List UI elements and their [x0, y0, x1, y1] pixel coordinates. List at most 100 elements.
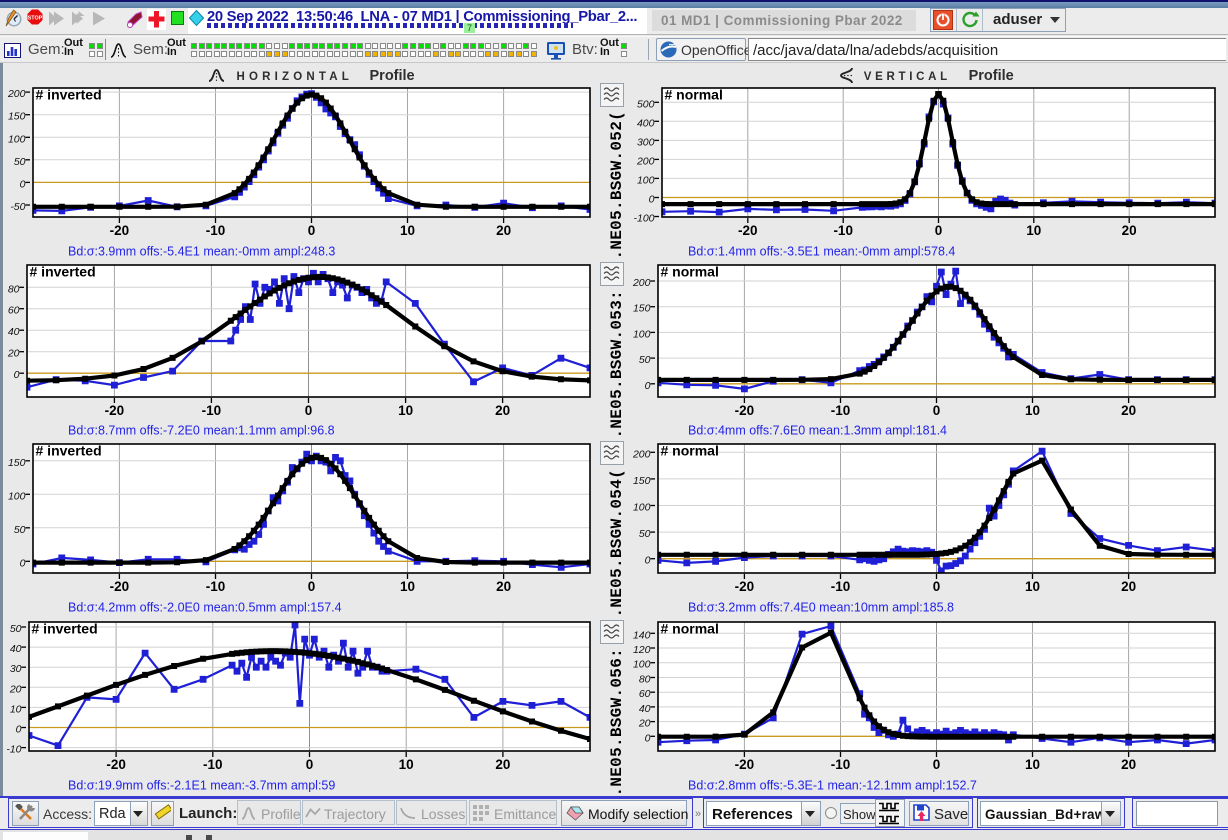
svg-text:10: 10	[400, 579, 415, 594]
svg-text:Bd:σ:4.2mm offs:-2.0E0 mean:0.: Bd:σ:4.2mm offs:-2.0E0 mean:0.5mm ampl:1…	[68, 601, 342, 615]
svg-text:HORIZONTAL: HORIZONTAL	[237, 71, 354, 83]
svg-text:100: 100	[8, 490, 26, 502]
svg-text:400: 400	[637, 117, 655, 129]
svg-text:Bd:σ:4mm offs:7.6E0 mean:1.3mm: Bd:σ:4mm offs:7.6E0 mean:1.3mm ampl:181.…	[688, 424, 947, 438]
svg-text:50: 50	[14, 156, 26, 168]
svg-text:Bd:σ:3.9mm offs:-5.4E1 mean:-0: Bd:σ:3.9mm offs:-5.4E1 mean:-0mm ampl:24…	[68, 245, 335, 259]
svg-text:20: 20	[9, 683, 22, 695]
svg-text:80: 80	[8, 283, 20, 295]
svg-text:-10: -10	[206, 223, 226, 238]
svg-text:0: 0	[14, 369, 20, 381]
svg-text:# inverted: # inverted	[32, 621, 98, 637]
svg-text:# normal: # normal	[665, 87, 723, 103]
svg-text:60: 60	[8, 305, 20, 317]
svg-text:150: 150	[8, 457, 26, 469]
svg-text:-100: -100	[633, 213, 654, 225]
svg-text:0: 0	[20, 557, 26, 569]
svg-text:20: 20	[1122, 223, 1137, 238]
svg-text:50: 50	[10, 623, 22, 635]
svg-text:-10: -10	[202, 403, 222, 418]
svg-text:0: 0	[935, 223, 943, 238]
svg-text:60: 60	[639, 688, 651, 700]
svg-text:0: 0	[308, 579, 316, 594]
svg-text:-10: -10	[203, 757, 223, 772]
svg-text:200: 200	[632, 448, 651, 460]
svg-text:Bd:σ:3.2mm offs:7.4E0 mean:10m: Bd:σ:3.2mm offs:7.4E0 mean:10mm ampl:185…	[688, 601, 954, 615]
svg-text:-10: -10	[206, 579, 226, 594]
svg-text:20: 20	[1121, 579, 1136, 594]
svg-text:-20: -20	[110, 579, 130, 594]
svg-text:0: 0	[306, 757, 314, 772]
svg-text:# inverted: # inverted	[30, 264, 96, 280]
svg-text:20: 20	[7, 348, 20, 360]
svg-text:10: 10	[1025, 579, 1040, 594]
svg-text:0: 0	[20, 178, 26, 190]
svg-text:-20: -20	[735, 757, 755, 772]
svg-text:40: 40	[8, 326, 20, 338]
svg-text:Bd:σ:2.8mm offs:-5.3E-1 mean:-: Bd:σ:2.8mm offs:-5.3E-1 mean:-12.1mm amp…	[688, 779, 977, 793]
svg-text:Profile: Profile	[969, 68, 1014, 84]
svg-text:0: 0	[933, 757, 941, 772]
svg-text:Bd:σ:1.4mm offs:-3.5E1 mean:-0: Bd:σ:1.4mm offs:-3.5E1 mean:-0mm ampl:57…	[688, 245, 955, 259]
svg-text:10: 10	[10, 703, 22, 715]
svg-text:# normal: # normal	[661, 443, 719, 459]
svg-text:.NE05.BSGW.056:: .NE05.BSGW.056:	[608, 648, 626, 795]
svg-text:120: 120	[633, 644, 651, 656]
svg-text:40: 40	[10, 643, 22, 655]
svg-text:0: 0	[933, 403, 941, 418]
svg-text:20: 20	[1121, 757, 1136, 772]
svg-text:-20: -20	[735, 579, 755, 594]
svg-text:# inverted: # inverted	[36, 87, 102, 103]
svg-text:STOP: STOP	[28, 15, 43, 21]
svg-text:20: 20	[495, 757, 510, 772]
svg-text:100: 100	[633, 328, 651, 340]
svg-text:Bd:σ:8.7mm offs:-7.2E0 mean:1.: Bd:σ:8.7mm offs:-7.2E0 mean:1.1mm ampl:9…	[68, 424, 335, 438]
svg-text:20: 20	[496, 579, 511, 594]
svg-text:10: 10	[398, 403, 413, 418]
svg-text:10: 10	[1025, 757, 1040, 772]
svg-text:-10: -10	[831, 403, 851, 418]
svg-text:VERTICAL: VERTICAL	[864, 71, 951, 83]
svg-text:20: 20	[1121, 403, 1136, 418]
svg-text:100: 100	[637, 174, 655, 186]
svg-text:.NE05.BSGW.053:: .NE05.BSGW.053:	[608, 290, 626, 439]
svg-text:# normal: # normal	[661, 621, 719, 637]
svg-text:30: 30	[10, 663, 22, 675]
svg-text:-20: -20	[738, 223, 758, 238]
svg-text:10: 10	[1025, 403, 1040, 418]
svg-text:-20: -20	[105, 403, 125, 418]
svg-text:-50: -50	[10, 201, 25, 213]
svg-text:Bd:σ:19.9mm offs:-2.1E1 mean:-: Bd:σ:19.9mm offs:-2.1E1 mean:-3.7mm ampl…	[68, 779, 335, 793]
svg-text:100: 100	[8, 133, 26, 145]
svg-text:Profile: Profile	[370, 68, 415, 84]
svg-text:40: 40	[639, 703, 651, 715]
svg-text:20: 20	[638, 718, 651, 730]
svg-text:50: 50	[639, 354, 651, 366]
svg-text:-20: -20	[110, 223, 130, 238]
svg-text:0: 0	[305, 403, 313, 418]
svg-text:500: 500	[637, 98, 655, 110]
svg-text:# normal: # normal	[661, 264, 719, 280]
svg-text:0: 0	[308, 223, 316, 238]
svg-text:150: 150	[633, 303, 651, 315]
svg-text:0: 0	[16, 724, 22, 736]
svg-text:200: 200	[7, 88, 26, 100]
svg-text:80: 80	[639, 674, 651, 686]
svg-text:50: 50	[14, 524, 26, 536]
svg-text:100: 100	[633, 659, 651, 671]
svg-text:# inverted: # inverted	[36, 443, 102, 459]
svg-text:20: 20	[496, 223, 511, 238]
svg-text:0: 0	[933, 579, 941, 594]
svg-text:10: 10	[1026, 223, 1041, 238]
svg-text:-20: -20	[106, 757, 126, 772]
svg-text:150: 150	[8, 111, 26, 123]
svg-text:0: 0	[645, 380, 651, 392]
svg-text:200: 200	[632, 277, 651, 289]
svg-text:10: 10	[399, 757, 414, 772]
svg-text:140: 140	[633, 629, 651, 641]
svg-text:.NE05.BSGW.054(: .NE05.BSGW.054(	[608, 469, 626, 618]
svg-text:150: 150	[633, 475, 651, 487]
svg-text:-20: -20	[735, 403, 755, 418]
svg-text:0: 0	[645, 732, 651, 744]
svg-text:10: 10	[400, 223, 415, 238]
